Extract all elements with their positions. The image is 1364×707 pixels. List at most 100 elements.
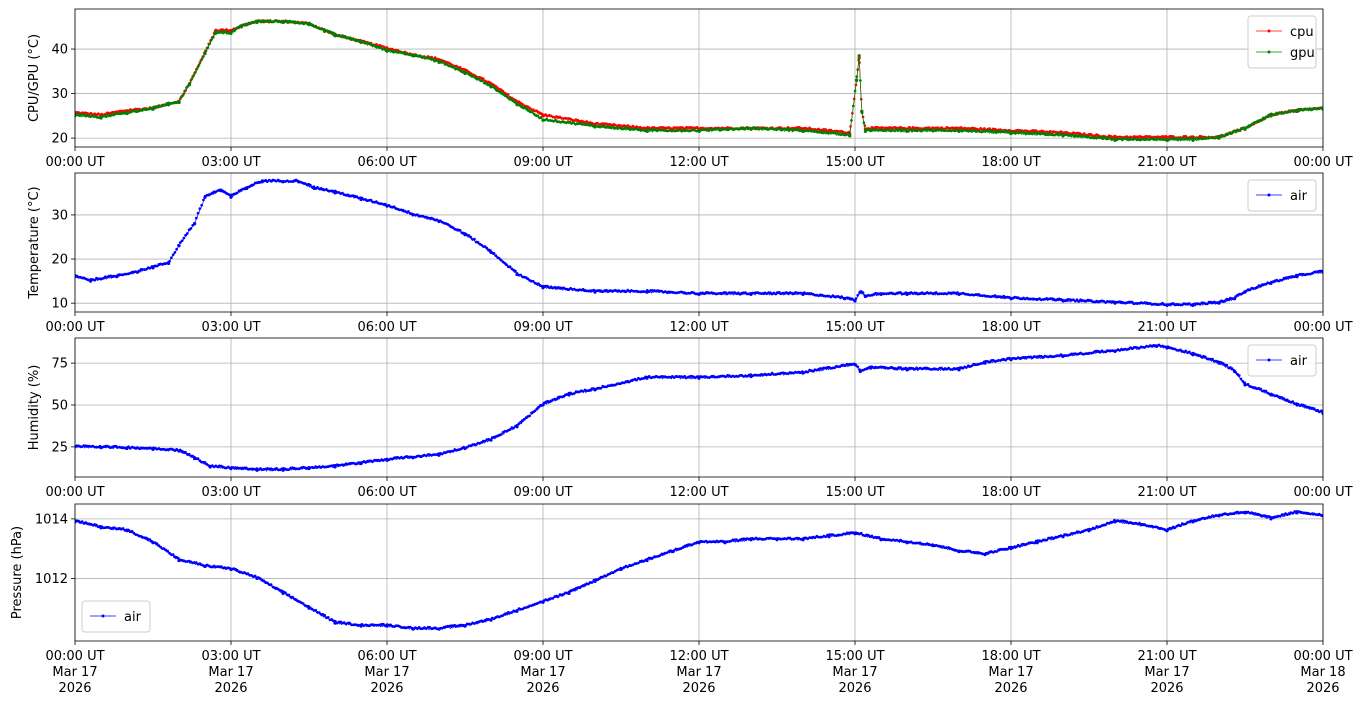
- data-point-air: [1009, 358, 1013, 362]
- y-tick-label: 10: [51, 297, 68, 312]
- x-tick-label-line: 00:00 UT: [1293, 649, 1352, 664]
- x-tick-label-line: 2026: [526, 681, 559, 696]
- data-point-air: [411, 213, 415, 217]
- data-point-air: [1113, 349, 1117, 353]
- data-point-air: [203, 195, 207, 199]
- legend-box: [1247, 179, 1317, 212]
- data-point-air: [879, 292, 883, 296]
- data-point-gpu: [1295, 109, 1299, 113]
- data-point-gpu: [203, 51, 207, 56]
- data-point-gpu: [411, 54, 415, 58]
- data-point-air: [312, 186, 316, 191]
- x-tick-label: 09:00 UT: [513, 320, 572, 335]
- x-tick-label-line: 12:00 UT: [669, 155, 728, 170]
- x-tick-label: 18:00 UT: [981, 155, 1040, 170]
- data-point-air: [1165, 346, 1169, 350]
- data-point-gpu: [167, 103, 171, 107]
- data-point-air: [151, 266, 155, 270]
- x-tick-label-line: 18:00 UT: [981, 320, 1040, 335]
- x-tick-label-line: 12:00 UT: [669, 485, 728, 500]
- data-point-air: [1269, 517, 1273, 521]
- x-tick-label-line: 03:00 UT: [201, 320, 260, 335]
- data-point-air: [853, 299, 857, 303]
- x-tick-label: 03:00 UT: [201, 155, 260, 170]
- data-point-air: [905, 368, 909, 372]
- x-tick-label-line: 18:00 UT: [981, 155, 1040, 170]
- data-point-gpu: [281, 20, 285, 24]
- data-point-air: [567, 591, 571, 595]
- data-point-air: [489, 618, 493, 622]
- x-tick-label: 06:00 UT: [357, 155, 416, 170]
- x-tick-label-line: 06:00 UT: [357, 649, 416, 664]
- series-gpu: [75, 19, 1323, 142]
- legend-marker-cpu: [1267, 29, 1271, 33]
- data-point-air: [229, 567, 233, 572]
- data-point-gpu: [239, 25, 243, 29]
- data-point-gpu: [187, 83, 191, 87]
- y-tick-label: 1012: [35, 572, 68, 587]
- x-tick-label: 06:00 UT: [357, 485, 416, 500]
- data-point-air: [463, 624, 467, 628]
- data-point-air: [957, 368, 961, 372]
- data-point-air: [593, 388, 597, 392]
- legend: air: [1247, 179, 1317, 212]
- data-point-air: [697, 292, 701, 296]
- x-tick-label: 18:00 UT: [981, 485, 1040, 500]
- legend-marker-air: [1267, 358, 1271, 362]
- legend-box: [1247, 15, 1317, 69]
- data-point-air: [905, 541, 909, 545]
- legend-label-air: air: [1290, 354, 1308, 369]
- x-tick-label: 12:00 UT: [669, 320, 728, 335]
- data-point-air: [151, 447, 155, 451]
- data-point-air: [229, 195, 233, 199]
- data-point-air: [1269, 393, 1273, 397]
- data-point-air: [297, 180, 301, 184]
- x-tick-label: 00:00 UT: [45, 485, 104, 500]
- y-tick-label: 25: [51, 440, 68, 455]
- x-tick-label: 00:00 UT Mar 18 2026: [1293, 649, 1352, 696]
- y-axis-label: Humidity (%): [27, 365, 42, 451]
- data-point-air: [193, 456, 197, 461]
- x-tick-label: 12:00 UT: [669, 155, 728, 170]
- data-point-air: [541, 600, 545, 604]
- x-tick-label-line: Mar 17: [676, 665, 721, 680]
- data-point-air: [593, 290, 597, 294]
- data-point-gpu: [255, 20, 259, 24]
- x-tick-label: 00:00 UT: [45, 155, 104, 170]
- data-point-air: [333, 191, 337, 195]
- data-point-air: [697, 541, 701, 545]
- y-tick-label: 40: [51, 43, 68, 58]
- x-tick-label: 21:00 UT: [1137, 155, 1196, 170]
- data-point-gpu: [1009, 132, 1013, 136]
- data-point-gpu: [515, 103, 519, 107]
- data-point-gpu: [333, 34, 337, 38]
- data-point-gpu: [1217, 136, 1221, 140]
- data-point-air: [229, 467, 233, 471]
- data-point-gpu: [1113, 138, 1117, 142]
- data-point-gpu: [593, 125, 597, 129]
- data-point-air: [437, 453, 441, 457]
- y-tick-label: 20: [51, 253, 68, 268]
- data-point-air: [89, 279, 93, 283]
- data-point-air: [177, 449, 181, 453]
- data-point-gpu: [863, 129, 868, 134]
- x-tick-label: 06:00 UT: [357, 320, 416, 335]
- data-point-air: [208, 465, 212, 469]
- data-point-air: [255, 576, 259, 581]
- x-tick-label: 09:00 UT: [513, 155, 572, 170]
- data-point-air: [1165, 303, 1169, 307]
- data-point-air: [957, 292, 961, 296]
- x-tick-label-line: 03:00 UT: [201, 485, 260, 500]
- data-point-air: [1139, 523, 1143, 527]
- data-point-air: [203, 564, 207, 569]
- data-point-air: [1155, 344, 1159, 348]
- data-point-air: [1061, 354, 1065, 359]
- data-point-air: [307, 606, 311, 610]
- data-point-air: [1217, 514, 1221, 518]
- data-point-gpu: [359, 40, 363, 44]
- data-point-air: [1061, 299, 1065, 303]
- data-point-air: [749, 292, 753, 296]
- x-tick-label: 15:00 UT: [825, 155, 884, 170]
- x-tick-label-line: 06:00 UT: [357, 485, 416, 500]
